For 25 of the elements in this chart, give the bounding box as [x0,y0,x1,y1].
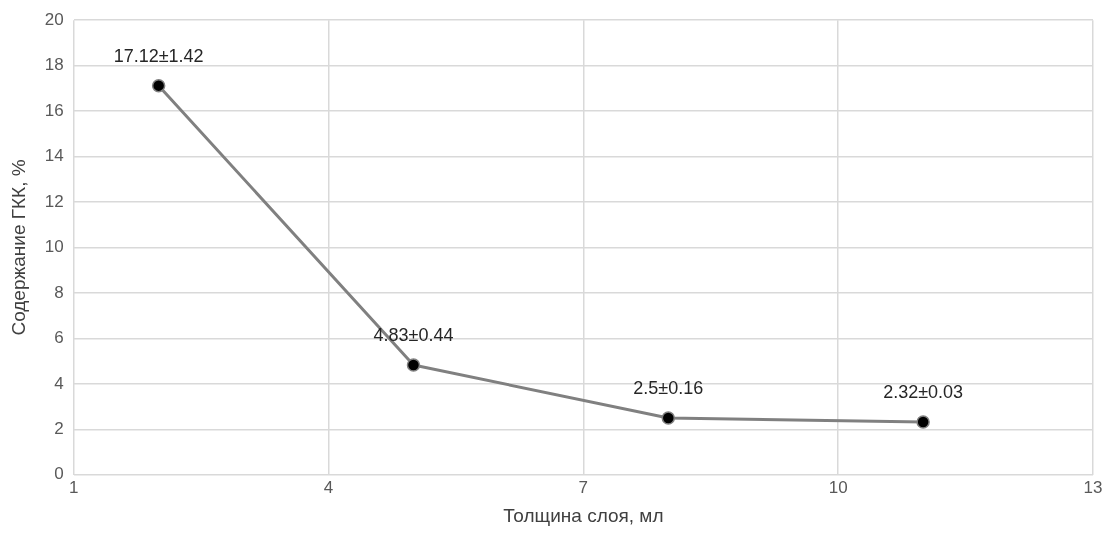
y-tick-label: 18 [44,55,64,75]
point [661,411,676,425]
x-tick-label: 7 [578,477,589,497]
x-tick-label: 1 [68,477,79,497]
data-label: 2.5±0.16 [633,377,704,398]
y-tick-label: 8 [54,282,64,302]
x-tick-label: 4 [323,477,334,497]
y-tick-label: 6 [54,328,64,348]
point [406,358,421,372]
y-tick-label: 14 [44,146,64,166]
y-tick-label: 10 [44,237,64,257]
y-tick-label: 12 [44,191,64,211]
y-tick-label: 4 [54,373,64,393]
x-tick-label: 10 [828,477,848,497]
y-axis-title: Содержание ГКК, % [7,159,29,336]
point [916,415,930,429]
data-label: 17.12±1.42 [113,45,204,66]
data-label: 2.32±0.03 [883,382,964,403]
point [151,78,166,93]
y-tick-label: 0 [54,464,64,484]
y-tick-label: 20 [44,9,64,29]
y-tick-label: 2 [54,419,64,439]
x-tick-label: 13 [1083,477,1103,497]
x-axis-title: Толщина слоя, мл [503,504,664,526]
y-tick-label: 16 [44,100,64,120]
